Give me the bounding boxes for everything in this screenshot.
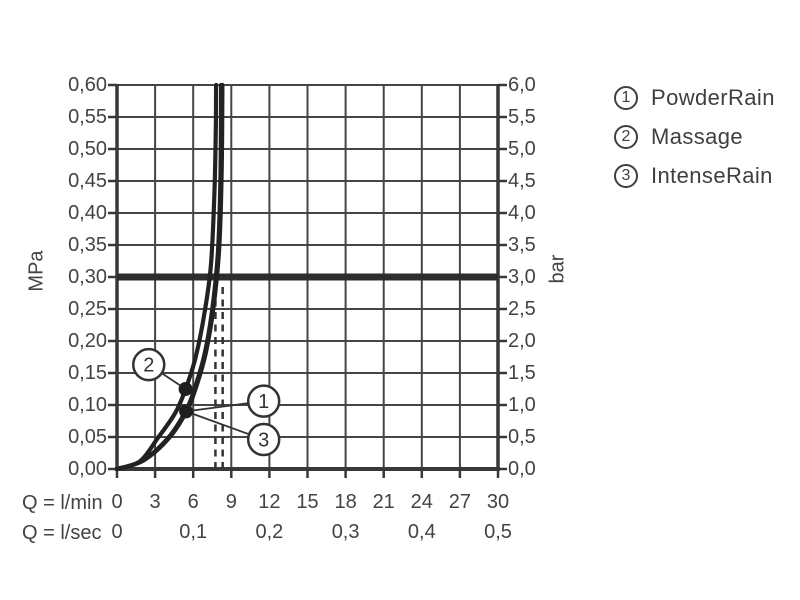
x-lmin-tick-label: 27 [448, 491, 472, 513]
y-left-tick-label: 0,30 [68, 266, 107, 288]
x-lsec-tick-label: 0 [111, 521, 123, 543]
legend-label-massage: Massage [651, 124, 744, 149]
x-lmin-tick-label: 24 [410, 491, 433, 513]
y-right-tick-label: 2,5 [508, 298, 536, 320]
x-lmin-tick-label: 30 [486, 491, 510, 513]
y-left-tick-label: 0,55 [68, 106, 107, 128]
y-right-tick-label: 1,0 [508, 394, 536, 416]
y-left-tick-label: 0,25 [68, 298, 107, 320]
y-left-tick-label: 0,35 [68, 234, 107, 256]
legend-number-2-icon: 2 [614, 125, 638, 149]
y-right-tick-label: 2,0 [508, 330, 536, 352]
x-lsec-tick-label: 0,1 [179, 521, 208, 543]
x-lmin-tick-label: 3 [149, 491, 161, 513]
y-left-tick-label: 0,05 [68, 426, 107, 448]
y-right-tick-label: 5,5 [508, 106, 536, 128]
y-right-tick-label: 0,0 [508, 458, 536, 480]
y-right-tick-label: 3,0 [508, 266, 536, 288]
y-right-tick-label: 1,5 [508, 362, 536, 384]
callout-number-2: 2 [143, 355, 154, 377]
y-right-tick-label: 6,0 [508, 74, 536, 96]
y-axis-left-unit: MPa [25, 250, 48, 292]
x-lsec-tick-label: 0,5 [484, 521, 512, 543]
marker-dot-series-2 [178, 382, 193, 396]
curve-3-intenserain [114, 82, 225, 472]
legend-label-powderrain: PowderRain [651, 85, 775, 110]
callout-number-1: 1 [258, 391, 269, 413]
y-right-tick-label: 0,5 [508, 426, 536, 448]
y-right-tick-label: 3,5 [508, 234, 536, 256]
y-left-tick-label: 0,00 [68, 458, 107, 480]
legend-item-massage: 2 Massage [614, 124, 775, 150]
y-left-tick-label: 0,50 [68, 138, 107, 160]
x-lmin-tick-label: 15 [296, 491, 319, 513]
legend-item-intenserain: 3 IntenseRain [614, 163, 775, 189]
x-lsec-tick-label: 0,3 [331, 521, 360, 543]
x-lsec-tick-label: 0,2 [255, 521, 284, 543]
y-left-tick-label: 0,15 [68, 362, 107, 384]
y-left-tick-label: 0,45 [68, 170, 107, 192]
curve-2-massage [114, 82, 219, 472]
callout-circle-1 [246, 384, 281, 418]
x-lmin-tick-label: 6 [187, 491, 199, 513]
y-right-tick-label: 4,0 [508, 202, 536, 224]
marker-dot-series-1,3 [179, 404, 194, 419]
x-lmin-tick-label: 12 [258, 491, 281, 513]
x-axis-lmin-label: Q = l/min [22, 492, 103, 514]
x-lmin-tick-label: 18 [334, 491, 357, 513]
x-lmin-tick-label: 21 [372, 491, 395, 513]
y-left-tick-label: 0,10 [68, 394, 107, 416]
x-lmin-tick-label: 0 [111, 491, 123, 513]
y-left-tick-label: 0,20 [68, 330, 107, 352]
legend-number-3-icon: 3 [614, 164, 638, 188]
callout-circle-2 [132, 347, 166, 382]
x-lmin-tick-label: 9 [225, 491, 237, 513]
x-lsec-tick-label: 0,4 [407, 521, 436, 543]
y-right-tick-label: 4,5 [508, 170, 536, 192]
y-right-tick-label: 5,0 [508, 138, 536, 160]
legend-number-1-icon: 1 [614, 86, 638, 110]
legend-item-powderrain: 1 PowderRain [614, 85, 775, 111]
callout-number-3: 3 [258, 430, 269, 452]
y-axis-right-unit: bar [546, 254, 569, 284]
x-axis-lsec-label: Q = l/sec [22, 522, 102, 544]
legend-label-intenserain: IntenseRain [651, 163, 773, 188]
legend: 1 PowderRain 2 Massage 3 IntenseRain [614, 85, 775, 189]
callout-circle-3 [246, 422, 281, 457]
y-left-tick-label: 0,60 [68, 74, 107, 96]
y-left-tick-label: 0,40 [68, 202, 107, 224]
